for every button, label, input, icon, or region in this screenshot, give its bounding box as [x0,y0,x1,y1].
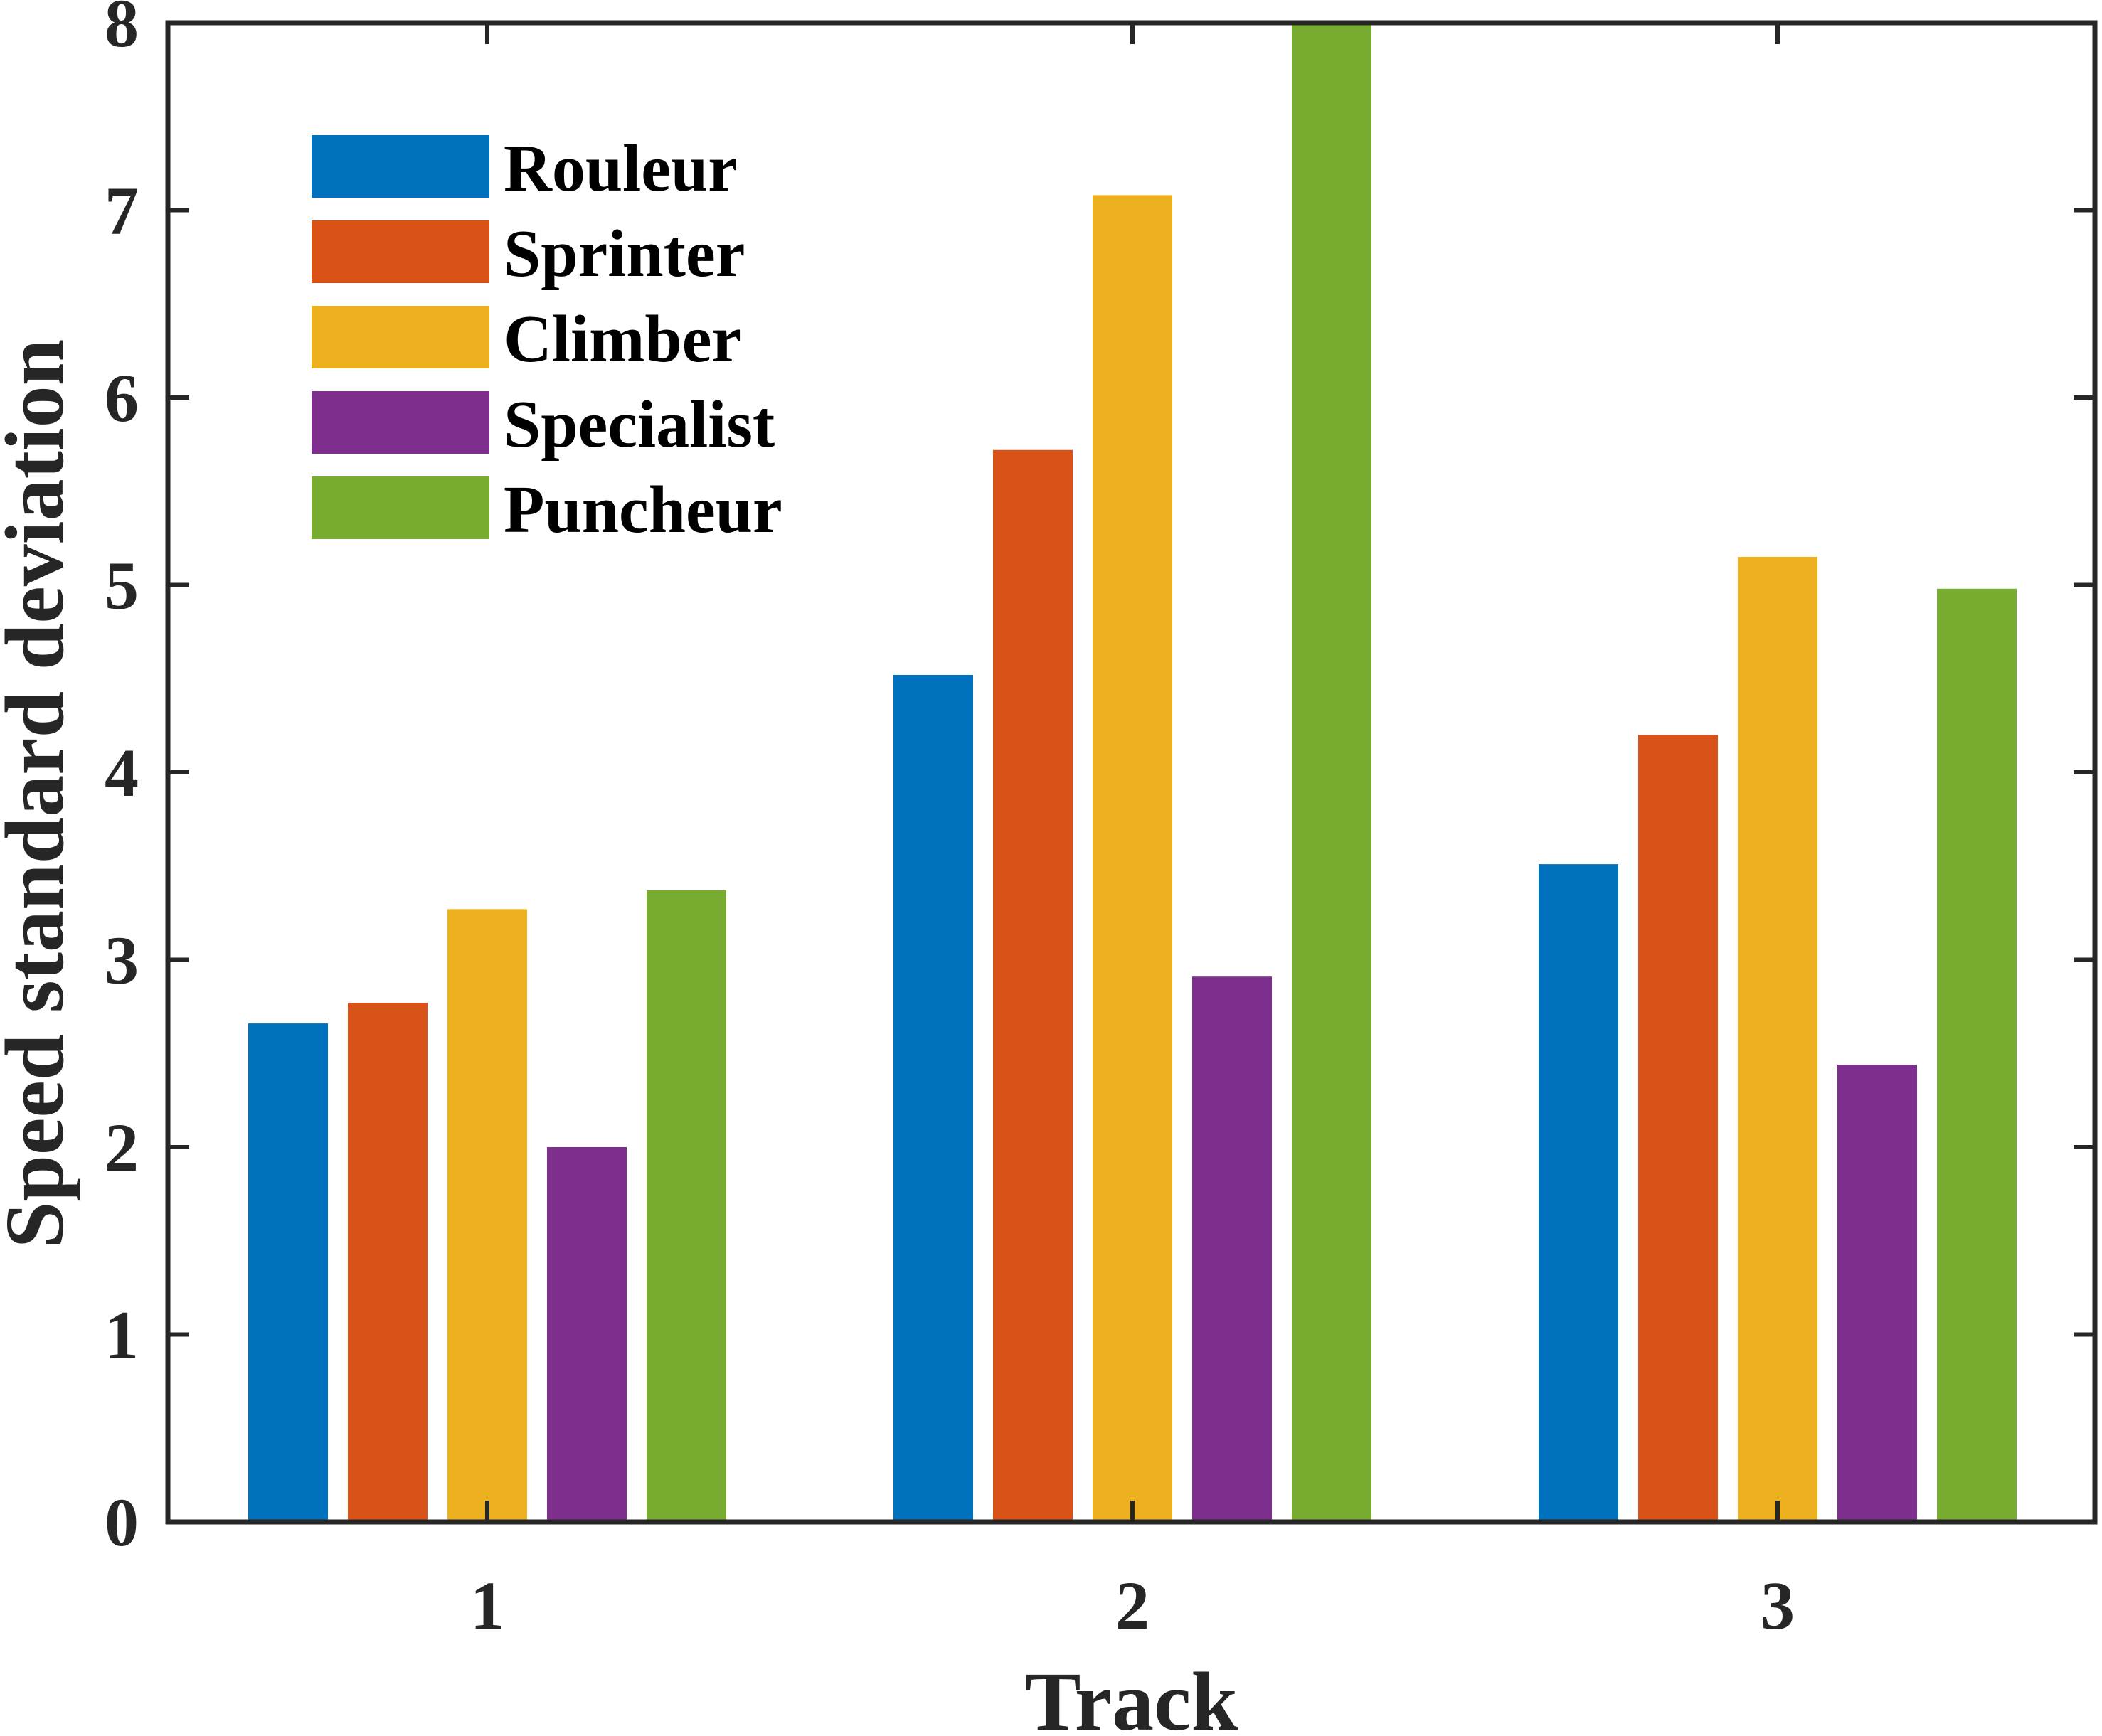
bar-climber-track-3 [1738,556,1817,1522]
y-tick-label: 2 [105,1109,139,1186]
bar-puncheur-track-2 [1292,23,1371,1522]
x-tick-label: 3 [1761,1567,1795,1644]
y-tick-label: 1 [105,1297,139,1373]
legend-swatch-climber [312,306,489,368]
y-tick-label: 0 [105,1484,139,1560]
bars-group [248,23,2017,1522]
legend-swatch-sprinter [312,220,489,283]
bar-rouleur-track-1 [248,1023,328,1522]
ticks-group: 0 1 2 3 4 5 6 7 8 1 2 3 [105,0,2095,1644]
legend-swatch-puncheur [312,476,489,539]
legend-swatch-specialist [312,391,489,454]
y-tick-label: 5 [105,548,139,624]
bar-sprinter-track-1 [348,1003,428,1522]
legend-label-climber: Climber [504,302,741,376]
y-tick-label: 3 [105,922,139,999]
bar-climber-track-1 [447,909,527,1522]
legend-swatch-rouleur [312,135,489,198]
bar-puncheur-track-1 [647,890,726,1522]
legend-label-sprinter: Sprinter [504,217,745,291]
bar-rouleur-track-3 [1539,864,1618,1522]
bar-specialist-track-2 [1192,976,1272,1522]
y-axis-label: Speed standard deviation [0,339,81,1249]
y-tick-label: 7 [105,173,139,249]
bar-sprinter-track-2 [993,449,1073,1522]
x-tick-label: 2 [1115,1567,1150,1644]
x-axis-label: Track [1025,1655,1238,1736]
bar-sprinter-track-3 [1638,735,1718,1522]
bar-specialist-track-1 [547,1147,627,1522]
bar-climber-track-2 [1093,195,1172,1522]
bar-specialist-track-3 [1837,1065,1917,1522]
y-tick-label: 8 [105,0,139,61]
x-tick-label: 1 [470,1567,504,1644]
bar-rouleur-track-2 [893,674,973,1522]
legend-label-specialist: Specialist [504,388,775,462]
y-tick-label: 6 [105,360,139,436]
y-tick-label: 4 [105,735,139,811]
bar-puncheur-track-3 [1937,588,2017,1522]
legend-label-puncheur: Puncheur [504,473,782,547]
legend-label-rouleur: Rouleur [504,132,738,206]
legend: Rouleur Sprinter Climber Specialist Puncheur [312,132,782,547]
